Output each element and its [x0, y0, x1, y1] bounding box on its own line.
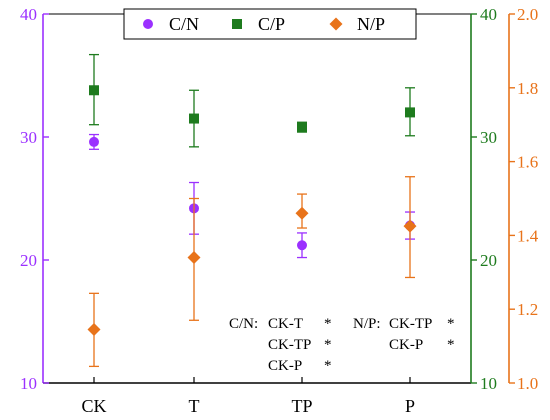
left-tick-label: 20	[20, 251, 37, 270]
legend-cn-label: C/N	[169, 14, 199, 34]
left-tick-label: 30	[20, 128, 37, 147]
cn-annotation-mark: *	[324, 337, 332, 353]
cn-annotation-label: C/N:	[229, 316, 258, 332]
legend-np-label: N/P	[357, 14, 385, 34]
legend-cp-label: C/P	[258, 14, 285, 34]
right-tick-label: 20	[480, 251, 497, 270]
left-tick-label: 40	[20, 5, 37, 24]
right-tick-label: 30	[480, 128, 497, 147]
np-annotation-label: N/P:	[353, 316, 381, 332]
cp-point	[189, 113, 199, 124]
np-annotation-pair: CK-P	[389, 337, 423, 353]
cn-annotation-pair: CK-T	[268, 316, 303, 332]
np-annotation-mark: *	[447, 316, 455, 332]
cn-point	[297, 240, 307, 251]
cn-annotation-pair: CK-P	[268, 358, 302, 374]
x-tick-label: P	[405, 396, 415, 416]
right-tick-label: 10	[480, 374, 497, 393]
np-annotation-pair: CK-TP	[389, 316, 432, 332]
right-tick-label: 40	[480, 5, 497, 24]
right2-tick-label: 1.2	[517, 300, 538, 319]
right2-tick-label: 1.4	[517, 226, 539, 245]
legend-np-marker	[329, 17, 343, 31]
right2-tick-label: 1.0	[517, 374, 538, 393]
np-point	[87, 322, 101, 336]
cp-point	[89, 85, 99, 96]
legend-cp-marker	[232, 19, 242, 29]
right2-tick-label: 1.6	[517, 153, 538, 172]
legend-cn-marker	[143, 19, 153, 29]
cp-point	[405, 107, 415, 118]
np-point	[295, 206, 309, 220]
x-tick-label: T	[189, 396, 200, 416]
np-annotation-mark: *	[447, 337, 455, 353]
np-point	[187, 251, 201, 265]
left-tick-label: 10	[20, 374, 37, 393]
np-point	[403, 219, 417, 233]
x-tick-label: TP	[291, 396, 312, 416]
cp-point	[297, 122, 307, 133]
cn-annotation-mark: *	[324, 316, 332, 332]
right2-tick-label: 2.0	[517, 5, 538, 24]
cn-point	[89, 136, 99, 147]
legend-box	[123, 8, 417, 40]
right2-tick-label: 1.8	[517, 79, 538, 98]
cn-annotation-pair: CK-TP	[268, 337, 311, 353]
x-tick-label: CK	[81, 396, 106, 416]
cn-annotation-mark: *	[324, 358, 332, 374]
